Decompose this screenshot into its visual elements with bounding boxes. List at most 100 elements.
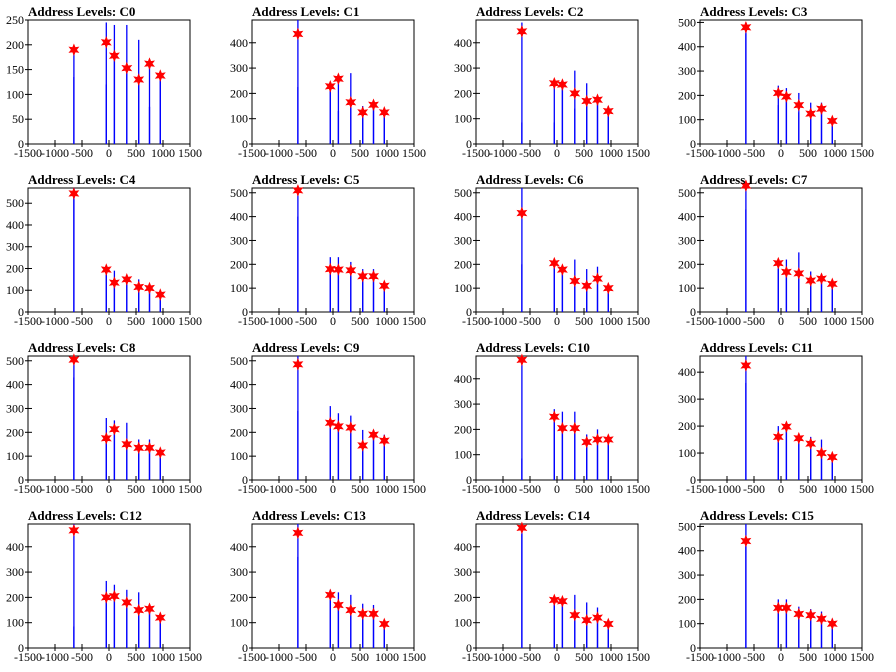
- x-tick-label: 500: [127, 650, 145, 664]
- chart-title: Address Levels: C8: [28, 340, 136, 355]
- x-tick-label: -1000: [713, 650, 741, 664]
- peak-star-icon: [581, 94, 593, 108]
- peak-star-icon: [332, 72, 344, 86]
- plot-frame: [27, 187, 191, 313]
- x-tick-label: -1500: [14, 314, 42, 328]
- plot-frame: [251, 355, 415, 481]
- y-tick-label: 100: [6, 616, 24, 630]
- y-tick-label: 300: [454, 233, 472, 247]
- x-tick-label: -500: [295, 482, 317, 496]
- chart-panel: 0 100 200 300 400 500 -1500 -1000 -500 0 500 1000 15…: [0, 336, 224, 504]
- y-tick-label: 0: [690, 137, 696, 151]
- y-tick-label: 0: [242, 473, 248, 487]
- x-tick-label: 1500: [626, 146, 650, 160]
- peak-star-icon: [133, 603, 145, 617]
- y-tick-label: 100: [230, 449, 248, 463]
- x-tick-label: 1500: [178, 314, 202, 328]
- y-tick-label: 500: [6, 354, 24, 368]
- y-tick-label: 500: [230, 354, 248, 368]
- y-tick-label: 400: [678, 365, 696, 379]
- y-tick-label: 0: [466, 473, 472, 487]
- peak-star-icon: [740, 20, 752, 34]
- plot-frame: [699, 187, 863, 313]
- y-tick-label: 400: [678, 210, 696, 224]
- peak-star-icon: [154, 611, 166, 624]
- peak-star-icon: [780, 90, 792, 103]
- peak-star-icon: [345, 421, 357, 434]
- x-tick-label: -1000: [489, 314, 517, 328]
- x-tick-label: 1500: [402, 146, 426, 160]
- peak-star-icon: [740, 534, 752, 548]
- y-tick-label: 0: [466, 641, 472, 655]
- y-tick-label: 100: [6, 283, 24, 297]
- peak-star-icon: [780, 265, 792, 279]
- peak-star-icon: [548, 593, 560, 607]
- y-tick-label: 400: [454, 372, 472, 386]
- y-tick-label: 300: [6, 565, 24, 579]
- x-tick-label: 1000: [599, 314, 623, 328]
- y-tick-label: 200: [6, 261, 24, 275]
- x-tick-label: 0: [554, 650, 560, 664]
- chart-title: Address Levels: C0: [28, 4, 136, 19]
- y-tick-label: 100: [230, 112, 248, 126]
- chart-svg: 0 100 200 300 400 -1500 -1000 -500 0 500 1000 1500: [230, 523, 426, 664]
- peak-star-icon: [68, 524, 80, 537]
- x-tick-label: -1000: [265, 146, 293, 160]
- peak-star-icon: [592, 433, 603, 446]
- x-tick-label: -500: [71, 650, 93, 664]
- chart-title: Address Levels: C7: [700, 172, 808, 187]
- peak-star-icon: [772, 430, 784, 444]
- chart-svg: 0 100 200 300 400 500 -1500 -1000 -500 0 500 1000 15…: [6, 187, 202, 328]
- x-tick-label: -1000: [489, 146, 517, 160]
- x-tick-label: -1500: [14, 482, 42, 496]
- peak-star-icon: [592, 611, 603, 624]
- peak-star-icon: [154, 446, 166, 459]
- x-tick-label: 0: [554, 314, 560, 328]
- y-tick-label: 300: [454, 61, 472, 75]
- peak-star-icon: [144, 281, 155, 295]
- peak-star-icon: [100, 263, 112, 276]
- chart-svg: 0 100 200 300 400 -1500 -1000 -500 0 500 1000 1500: [454, 19, 650, 160]
- peak-star-icon: [332, 420, 344, 433]
- peak-star-icon: [133, 280, 145, 294]
- y-tick-label: 400: [230, 36, 248, 50]
- peak-star-icon: [292, 526, 304, 540]
- y-tick-label: 200: [6, 38, 24, 52]
- chart-svg: 0 100 200 300 400 500 -1500 -1000 -500 0 500 1000 15…: [6, 353, 202, 496]
- y-tick-label: 400: [6, 378, 24, 392]
- peak-star-icon: [357, 439, 369, 452]
- peak-star-icon: [144, 602, 155, 616]
- chart-svg: 0 100 200 300 400 500 -1500 -1000 -500 0 500 1000 15…: [678, 519, 874, 664]
- x-tick-label: 0: [330, 146, 336, 160]
- y-tick-label: 100: [6, 449, 24, 463]
- peak-star-icon: [378, 106, 390, 119]
- chart-title: Address Levels: C14: [476, 508, 590, 523]
- plot-frame: [699, 523, 863, 649]
- x-tick-label: 1000: [599, 146, 623, 160]
- x-tick-label: -500: [743, 482, 765, 496]
- peak-star-icon: [357, 607, 369, 621]
- y-tick-label: 100: [454, 281, 472, 295]
- x-tick-label: -1500: [462, 146, 490, 160]
- plot-frame: [251, 187, 415, 313]
- x-tick-label: -500: [71, 482, 93, 496]
- peak-star-icon: [548, 410, 560, 424]
- y-tick-label: 100: [6, 87, 24, 101]
- x-tick-label: -500: [743, 314, 765, 328]
- chart-panel: 0 50 100 150 200 250 -1500 -1000 -500 0 500 1000 150…: [0, 0, 224, 168]
- chart-svg: 0 100 200 300 400 500 -1500 -1000 -500 0 500 1000 15…: [678, 15, 874, 160]
- x-tick-label: 500: [575, 314, 593, 328]
- y-tick-label: 0: [466, 305, 472, 319]
- peak-star-icon: [100, 431, 112, 445]
- x-tick-label: -1500: [686, 482, 714, 496]
- x-tick-label: 0: [778, 146, 784, 160]
- x-tick-label: 0: [106, 482, 112, 496]
- peak-star-icon: [581, 613, 593, 627]
- chart-panel: 0 100 200 300 400 500 -1500 -1000 -500 0 500 1000 15…: [224, 336, 448, 504]
- chart-panel: 0 100 200 300 400 500 -1500 -1000 -500 0 500 1000 15…: [224, 168, 448, 336]
- x-tick-label: 500: [575, 482, 593, 496]
- y-tick-label: 400: [454, 36, 472, 50]
- x-tick-label: 0: [330, 482, 336, 496]
- x-tick-label: 1000: [599, 650, 623, 664]
